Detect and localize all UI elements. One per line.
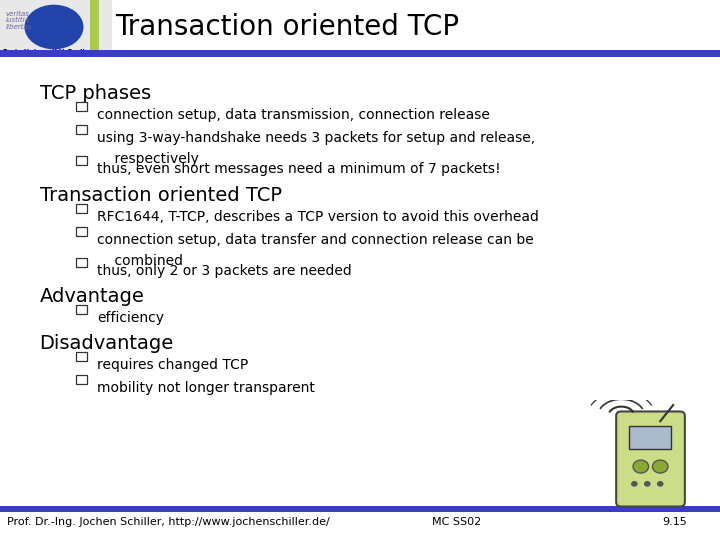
Text: respectively: respectively <box>97 152 199 166</box>
Text: Transaction oriented TCP: Transaction oriented TCP <box>115 13 459 41</box>
Bar <box>76 204 87 213</box>
Bar <box>76 227 87 236</box>
Text: Disadvantage: Disadvantage <box>40 334 174 353</box>
Text: connection setup, data transfer and connection release can be: connection setup, data transfer and conn… <box>97 233 534 247</box>
Bar <box>76 375 87 384</box>
Text: MC SS02: MC SS02 <box>432 517 481 527</box>
Text: Freie Universität Berlin: Freie Universität Berlin <box>3 49 89 55</box>
Bar <box>90 0 99 57</box>
Text: connection setup, data transmission, connection release: connection setup, data transmission, con… <box>97 108 490 122</box>
Text: efficiency: efficiency <box>97 311 164 325</box>
Bar <box>0 0 112 57</box>
Bar <box>76 125 87 134</box>
Bar <box>0 50 720 57</box>
Text: requires changed TCP: requires changed TCP <box>97 358 248 372</box>
Text: 9.15: 9.15 <box>662 517 687 527</box>
Text: RFC1644, T-TCP, describes a TCP version to avoid this overhead: RFC1644, T-TCP, describes a TCP version … <box>97 210 539 224</box>
Text: libertas: libertas <box>6 24 32 30</box>
Text: Transaction oriented TCP: Transaction oriented TCP <box>40 186 282 205</box>
Bar <box>0 506 720 512</box>
Bar <box>76 352 87 361</box>
Text: thus, only 2 or 3 packets are needed: thus, only 2 or 3 packets are needed <box>97 264 352 278</box>
Bar <box>76 156 87 165</box>
Circle shape <box>25 5 83 49</box>
Text: iustitia: iustitia <box>6 17 30 23</box>
Bar <box>76 305 87 314</box>
Text: TCP phases: TCP phases <box>40 84 150 103</box>
Text: Prof. Dr.-Ing. Jochen Schiller, http://www.jochenschiller.de/: Prof. Dr.-Ing. Jochen Schiller, http://w… <box>7 517 330 527</box>
Text: Advantage: Advantage <box>40 287 145 306</box>
Text: thus, even short messages need a minimum of 7 packets!: thus, even short messages need a minimum… <box>97 162 501 176</box>
Text: combined: combined <box>97 254 183 268</box>
Text: veritas: veritas <box>6 11 30 17</box>
Text: using 3-way-handshake needs 3 packets for setup and release,: using 3-way-handshake needs 3 packets fo… <box>97 131 536 145</box>
Bar <box>76 102 87 111</box>
Bar <box>76 258 87 267</box>
Text: mobility not longer transparent: mobility not longer transparent <box>97 381 315 395</box>
